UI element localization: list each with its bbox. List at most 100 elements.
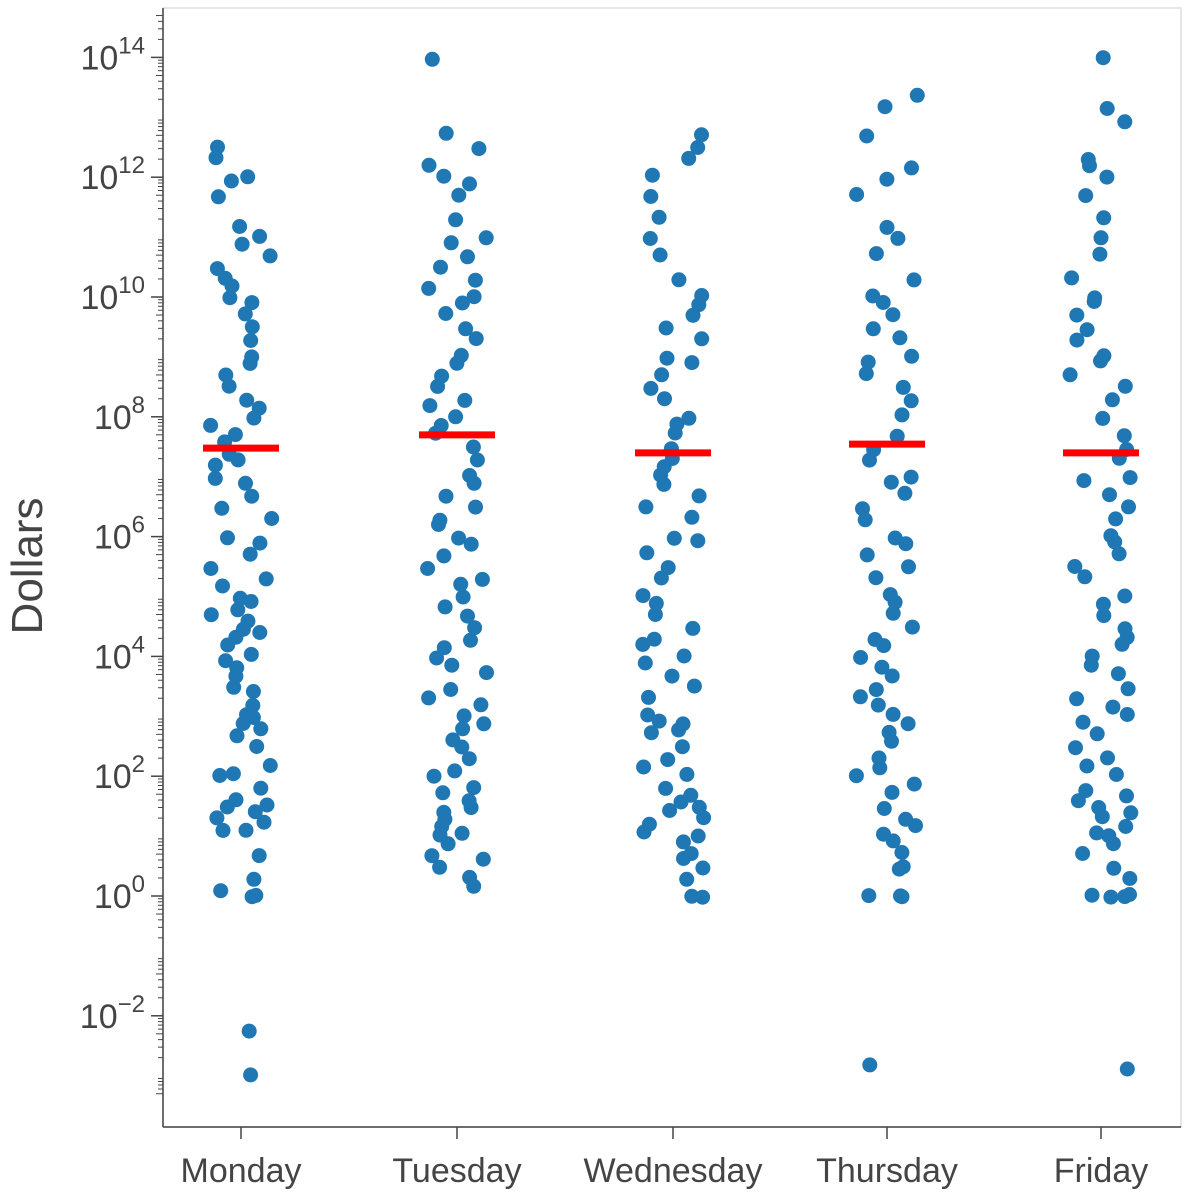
data-point [227, 427, 243, 443]
data-points [203, 50, 1139, 1083]
data-point [883, 474, 899, 490]
data-point [684, 509, 700, 525]
data-point [453, 347, 469, 363]
data-point [473, 697, 489, 713]
data-point [463, 536, 479, 552]
data-point [251, 848, 267, 864]
data-point [643, 380, 659, 396]
data-point [681, 410, 697, 426]
data-point [640, 707, 656, 723]
data-point [225, 766, 241, 782]
data-point [457, 392, 473, 408]
data-point [635, 588, 651, 604]
data-point [434, 368, 450, 384]
data-point [885, 307, 901, 323]
y-tick-label: 102 [94, 751, 145, 796]
data-point [468, 499, 483, 515]
data-point [215, 822, 231, 838]
data-point [1100, 750, 1115, 766]
data-point [1123, 805, 1139, 821]
data-point [252, 535, 268, 551]
data-point [212, 768, 228, 783]
data-point [252, 228, 268, 244]
data-point [862, 1057, 878, 1073]
data-point [232, 590, 248, 606]
data-point [1078, 783, 1094, 799]
data-point [242, 546, 258, 562]
data-point [868, 682, 884, 698]
data-point [249, 739, 265, 754]
data-point [479, 665, 494, 681]
data-point [683, 787, 699, 803]
data-point [679, 766, 695, 782]
data-point [639, 545, 655, 561]
data-point [1117, 378, 1133, 394]
data-point [660, 752, 676, 768]
data-point [1062, 367, 1078, 383]
data-point [1117, 621, 1133, 637]
data-point [207, 457, 223, 473]
data-point [228, 792, 244, 808]
data-point [1079, 758, 1095, 774]
data-point [1076, 473, 1092, 489]
data-point [865, 288, 881, 304]
data-point [1119, 707, 1135, 722]
data-point [478, 230, 494, 246]
data-point [203, 417, 219, 433]
data-point [223, 173, 239, 189]
data-point [1078, 188, 1094, 204]
data-point [877, 99, 893, 115]
data-point [642, 231, 658, 246]
data-point [437, 599, 453, 615]
data-point [652, 247, 668, 263]
data-point [1111, 546, 1127, 562]
data-point [868, 570, 884, 586]
data-point [898, 811, 914, 827]
data-point [641, 816, 657, 832]
data-point [637, 655, 653, 671]
data-point [690, 140, 706, 155]
data-point [897, 485, 913, 501]
data-point [884, 784, 900, 800]
data-point [421, 690, 437, 706]
data-point [447, 763, 463, 779]
data-point [662, 803, 678, 818]
data-point [695, 860, 711, 876]
data-point [853, 650, 869, 665]
data-point [849, 187, 865, 202]
data-point [467, 620, 483, 636]
data-point [252, 625, 268, 640]
data-point [474, 571, 490, 587]
data-point [467, 272, 483, 288]
y-tick-label: 1014 [80, 32, 145, 77]
data-point [451, 530, 467, 546]
data-point [659, 350, 675, 366]
data-point [1120, 681, 1136, 697]
data-point [258, 571, 274, 587]
data-point [651, 713, 667, 729]
data-point [220, 530, 235, 546]
data-point [860, 354, 876, 370]
data-point [218, 653, 234, 669]
data-point [887, 530, 903, 546]
data-point [683, 846, 699, 862]
data-point [215, 578, 230, 594]
data-point [876, 801, 892, 816]
data-point [451, 187, 467, 203]
data-point [909, 87, 925, 103]
data-point [1064, 270, 1080, 286]
data-point [240, 613, 256, 629]
y-axis: 10−2 100 102 104 106 108 1010 1012 1014 [80, 8, 164, 1127]
data-point [243, 1067, 259, 1083]
data-point [448, 212, 464, 228]
data-point [466, 780, 482, 796]
data-point [1087, 290, 1103, 306]
median-lines [203, 431, 1139, 457]
data-point [203, 561, 219, 576]
data-point [209, 810, 225, 826]
data-point [651, 209, 667, 225]
data-point [691, 799, 707, 815]
data-point [1079, 322, 1095, 338]
data-point [1084, 648, 1100, 664]
x-tick-label: Friday [1054, 1152, 1148, 1190]
